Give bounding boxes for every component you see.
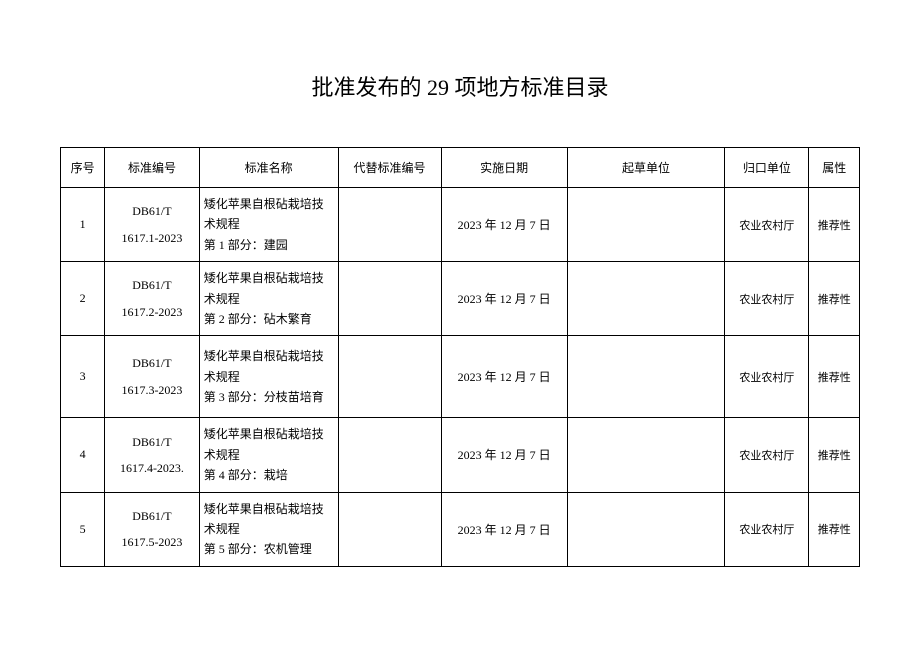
cell-replace — [338, 418, 441, 492]
cell-date: 2023 年 12 月 7 日 — [441, 262, 567, 336]
cell-seq: 5 — [61, 492, 105, 566]
cell-code: DB61/T1617.4-2023. — [105, 418, 200, 492]
cell-date: 2023 年 12 月 7 日 — [441, 492, 567, 566]
cell-replace — [338, 336, 441, 418]
col-header-seq: 序号 — [61, 148, 105, 188]
cell-dept: 农业农村厅 — [725, 188, 809, 262]
cell-draft — [567, 336, 725, 418]
cell-date: 2023 年 12 月 7 日 — [441, 418, 567, 492]
col-header-draft: 起草单位 — [567, 148, 725, 188]
cell-dept: 农业农村厅 — [725, 492, 809, 566]
cell-attr: 推荐性 — [809, 262, 860, 336]
table-row: 4 DB61/T1617.4-2023. 矮化苹果自根砧栽培技术规程第 4 部分… — [61, 418, 860, 492]
cell-dept: 农业农村厅 — [725, 418, 809, 492]
table-row: 2 DB61/T1617.2-2023 矮化苹果自根砧栽培技术规程第 2 部分：… — [61, 262, 860, 336]
col-header-code: 标准编号 — [105, 148, 200, 188]
cell-seq: 1 — [61, 188, 105, 262]
col-header-name: 标准名称 — [199, 148, 338, 188]
table-row: 3 DB61/T1617.3-2023 矮化苹果自根砧栽培技术规程第 3 部分：… — [61, 336, 860, 418]
cell-draft — [567, 262, 725, 336]
col-header-attr: 属性 — [809, 148, 860, 188]
table-row: 5 DB61/T1617.5-2023 矮化苹果自根砧栽培技术规程第 5 部分：… — [61, 492, 860, 566]
cell-attr: 推荐性 — [809, 492, 860, 566]
cell-code: DB61/T1617.3-2023 — [105, 336, 200, 418]
col-header-date: 实施日期 — [441, 148, 567, 188]
cell-attr: 推荐性 — [809, 188, 860, 262]
cell-draft — [567, 188, 725, 262]
cell-name: 矮化苹果自根砧栽培技术规程第 4 部分：栽培 — [199, 418, 338, 492]
cell-name: 矮化苹果自根砧栽培技术规程第 1 部分：建园 — [199, 188, 338, 262]
cell-name: 矮化苹果自根砧栽培技术规程第 3 部分：分枝苗培育 — [199, 336, 338, 418]
cell-replace — [338, 262, 441, 336]
cell-attr: 推荐性 — [809, 418, 860, 492]
page-title: 批准发布的 29 项地方标准目录 — [60, 70, 860, 102]
standards-table: 序号 标准编号 标准名称 代替标准编号 实施日期 起草单位 归口单位 属性 1 … — [60, 147, 860, 567]
cell-dept: 农业农村厅 — [725, 262, 809, 336]
cell-code: DB61/T1617.2-2023 — [105, 262, 200, 336]
cell-seq: 3 — [61, 336, 105, 418]
cell-draft — [567, 492, 725, 566]
cell-date: 2023 年 12 月 7 日 — [441, 336, 567, 418]
table-header-row: 序号 标准编号 标准名称 代替标准编号 实施日期 起草单位 归口单位 属性 — [61, 148, 860, 188]
cell-seq: 2 — [61, 262, 105, 336]
cell-date: 2023 年 12 月 7 日 — [441, 188, 567, 262]
cell-dept: 农业农村厅 — [725, 336, 809, 418]
cell-name: 矮化苹果自根砧栽培技术规程第 5 部分：农机管理 — [199, 492, 338, 566]
cell-code: DB61/T1617.5-2023 — [105, 492, 200, 566]
cell-code: DB61/T1617.1-2023 — [105, 188, 200, 262]
cell-seq: 4 — [61, 418, 105, 492]
cell-attr: 推荐性 — [809, 336, 860, 418]
cell-replace — [338, 188, 441, 262]
col-header-replace: 代替标准编号 — [338, 148, 441, 188]
table-row: 1 DB61/T1617.1-2023 矮化苹果自根砧栽培技术规程第 1 部分：… — [61, 188, 860, 262]
page-container: 批准发布的 29 项地方标准目录 序号 标准编号 标准名称 代替标准编号 实施日… — [0, 0, 920, 607]
col-header-dept: 归口单位 — [725, 148, 809, 188]
cell-replace — [338, 492, 441, 566]
cell-name: 矮化苹果自根砧栽培技术规程第 2 部分：砧木繁育 — [199, 262, 338, 336]
cell-draft — [567, 418, 725, 492]
